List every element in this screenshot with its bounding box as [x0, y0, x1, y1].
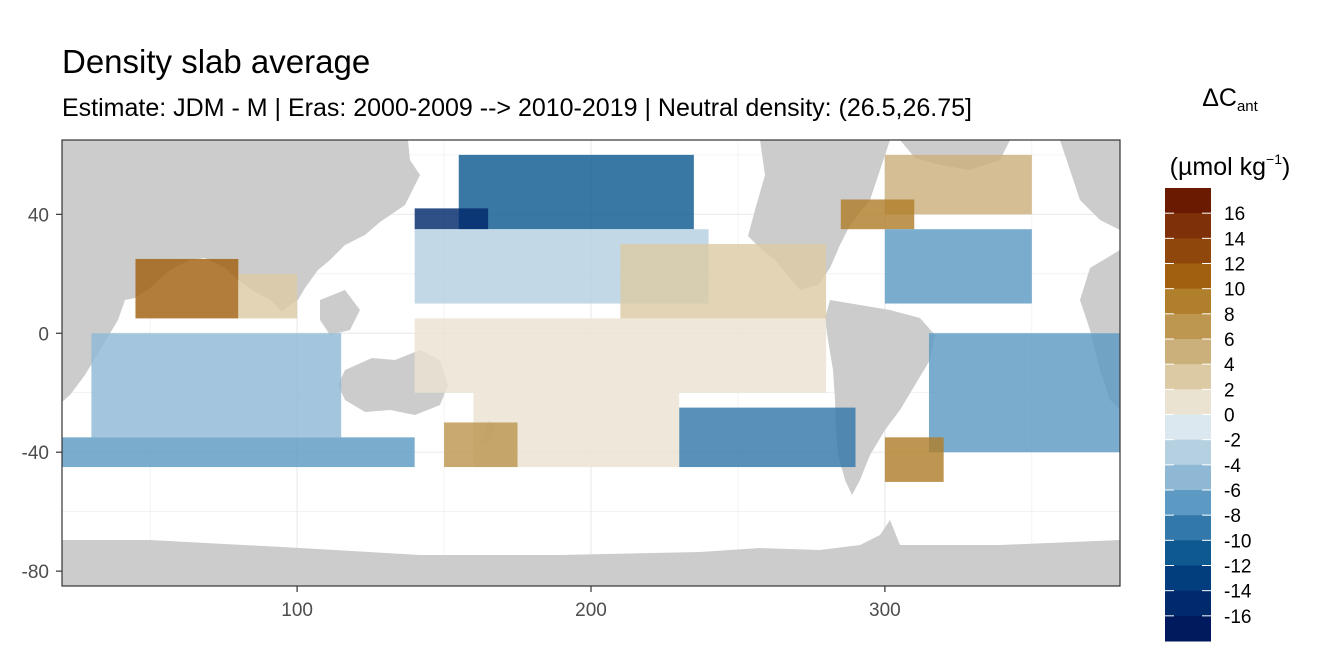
colorbar-segment	[1165, 364, 1211, 390]
x-tick-label: 300	[869, 600, 901, 621]
legend-unit-superscript: −1	[1266, 151, 1282, 167]
colorbar-label: -2	[1224, 431, 1241, 452]
colorbar-segment	[1165, 339, 1211, 365]
colorbar-segment	[1165, 389, 1211, 415]
legend-title-symbol: ΔC	[1202, 84, 1237, 112]
data-cell	[679, 407, 856, 468]
colorbar-segment	[1165, 263, 1211, 290]
data-cell	[414, 208, 489, 230]
colorbar-label: -14	[1224, 582, 1252, 603]
legend-unit-suffix: )	[1282, 153, 1291, 181]
colorbar-segment	[1165, 188, 1211, 214]
y-tick-label: 40	[28, 205, 49, 226]
data-cell	[928, 333, 1120, 453]
colorbar-label: 6	[1224, 330, 1235, 351]
data-cell	[884, 437, 944, 482]
colorbar-label: 12	[1224, 255, 1245, 276]
legend-unit-prefix: (µmol kg	[1169, 153, 1267, 181]
land-africa-europe-asia	[62, 140, 420, 402]
data-cell	[238, 273, 298, 319]
y-tick-label: -40	[22, 443, 49, 464]
legend-title-subscript: ant	[1236, 98, 1258, 115]
colorbar-label: 14	[1224, 229, 1246, 250]
colorbar-label: -4	[1224, 456, 1241, 477]
land-southeast-asia	[320, 290, 360, 335]
colorbar-segment	[1165, 439, 1211, 466]
colorbar-segment	[1165, 288, 1211, 315]
colorbar-segment	[1165, 565, 1211, 592]
colorbar-segment	[1165, 414, 1211, 441]
data-cell	[414, 318, 827, 393]
land-europe-north	[1060, 140, 1120, 230]
colorbar-segment	[1165, 615, 1211, 642]
colorbar-label: 2	[1224, 380, 1235, 401]
legend-unit: (µmol kg−1)	[1150, 145, 1310, 181]
data-cell	[444, 422, 518, 468]
data-cell	[884, 229, 1032, 304]
colorbar-label: 10	[1224, 280, 1245, 301]
colorbar-label: -16	[1224, 607, 1251, 628]
colorbar-segment	[1165, 313, 1211, 340]
land-antarctica	[62, 520, 1120, 586]
colorbar-segment	[1165, 213, 1211, 239]
colorbar-segment	[1165, 238, 1211, 264]
chart-title: Density slab average	[62, 43, 371, 80]
colorbar-label: 0	[1224, 406, 1235, 427]
land-layer	[62, 140, 1120, 586]
y-tick-label: -80	[22, 562, 49, 583]
data-layer	[62, 154, 1120, 482]
colorbar-label: 16	[1224, 204, 1245, 225]
data-cell	[620, 244, 827, 319]
colorbar-segment	[1165, 590, 1211, 617]
y-tick-label: 0	[38, 324, 49, 345]
legend-title: ΔCant (µmol kg−1)	[1150, 84, 1310, 181]
data-cell	[62, 437, 415, 468]
colorbar-segment	[1165, 464, 1211, 491]
colorbar-label: 4	[1224, 355, 1235, 376]
colorbar-segment	[1165, 490, 1211, 516]
data-cell	[458, 154, 694, 230]
data-cell	[840, 199, 915, 230]
data-cell	[91, 333, 342, 438]
data-cell	[135, 258, 239, 319]
colorbar-label: -8	[1224, 506, 1241, 527]
colorbar-label: 8	[1224, 305, 1235, 326]
colorbar-label: -10	[1224, 531, 1251, 552]
x-tick-label: 200	[575, 600, 607, 621]
chart-subtitle: Estimate: JDM - M | Eras: 2000-2009 --> …	[62, 94, 972, 122]
colorbar-segment	[1165, 515, 1211, 541]
colorbar-label: -12	[1224, 557, 1251, 578]
colorbar-segment	[1165, 540, 1211, 566]
x-tick-label: 100	[281, 600, 313, 621]
colorbar-label: -6	[1224, 481, 1241, 502]
colorbar: 16 14 12 10 8 6 4 2 0 -2 -4 -6 -8 -10 -12 -14 -16	[1165, 188, 1252, 642]
